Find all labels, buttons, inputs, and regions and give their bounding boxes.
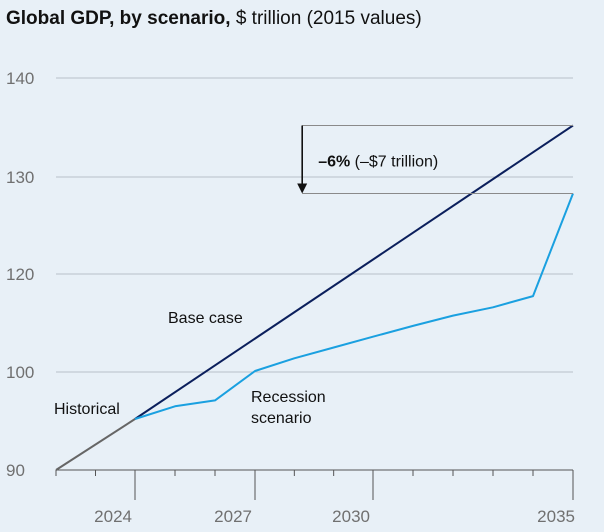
y-tick-label: 90 [6,461,25,480]
x-tick-label: 2027 [214,507,252,526]
base-case-line [134,124,574,420]
historical-line [55,418,136,471]
chart-title-rest: $ trillion (2015 values) [231,8,422,29]
y-tick-label: 140 [6,69,34,88]
y-tick-label: 130 [6,168,34,187]
x-tick-label: 2030 [332,507,370,526]
recession-label-line2: scenario [251,410,312,427]
x-tick-label: 2024 [94,507,132,526]
x-tick-label: 2035 [537,507,575,526]
y-tick-label: 120 [6,265,34,284]
y-tick-label: 100 [6,363,34,382]
base-case-label: Base case [168,310,243,327]
annotation-detail: (–$7 trillion) [350,154,438,171]
annotation-pct: –6% [318,154,350,171]
historical-label: Historical [54,401,120,418]
chart-title-bold: Global GDP, by scenario, [6,8,231,29]
annotation-label: –6% (–$7 trillion) [318,154,438,171]
chart-title: Global GDP, by scenario, $ trillion (201… [6,8,422,29]
recession-line [134,193,574,420]
recession-label-line1: Recession [251,389,326,406]
drop-arrow-head [297,183,308,194]
